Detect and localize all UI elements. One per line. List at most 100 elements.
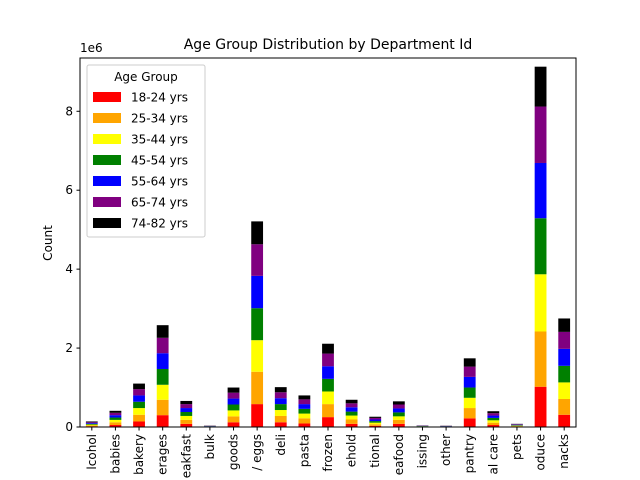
bar-segment-babies-65-74yrs xyxy=(109,412,122,416)
bar-segment-frozen-74-82yrs xyxy=(322,343,334,354)
legend-swatch xyxy=(93,176,121,186)
y-axis-offset-label: 1e6 xyxy=(80,41,103,55)
bar-segment-produce-65-74yrs xyxy=(534,106,547,163)
bar-segment-deli-55-64yrs xyxy=(274,398,287,405)
bar-segment-international-35-44yrs xyxy=(369,422,382,425)
bar-segment-personal-care-45-54yrs xyxy=(487,417,500,421)
bar-segment-canned-goods-55-64yrs xyxy=(227,398,240,405)
bar-segment-beverages-55-64yrs xyxy=(156,353,169,369)
bar-segment-dairy-eggs-25-34yrs xyxy=(251,371,264,405)
bar-segment-pantry-74-82yrs xyxy=(463,358,476,367)
bar-segment-household-65-74yrs xyxy=(345,403,358,408)
y-tick-label: 6 xyxy=(65,183,73,197)
bar-segment-pasta-25-34yrs xyxy=(298,418,311,424)
bar-segment-household-45-54yrs xyxy=(345,411,358,416)
bar-segment-seafood-35-44yrs xyxy=(392,416,405,420)
bar-segment-breakfast-55-64yrs xyxy=(180,408,193,413)
bar-segment-canned-goods-18-24yrs xyxy=(227,422,240,427)
x-axis: lcohol babies bakery erages eakfast bulk goods… xyxy=(85,427,571,478)
legend-entry-label: 74-82 yrs xyxy=(131,217,188,231)
x-tick-label: other xyxy=(439,434,453,466)
bar-segment-frozen-55-64yrs xyxy=(322,366,334,379)
x-tick-label: eakfast xyxy=(179,434,193,479)
bar-segment-seafood-45-54yrs xyxy=(392,412,405,417)
bar-segment-beverages-65-74yrs xyxy=(156,337,169,354)
bar-segment-personal-care-25-34yrs xyxy=(487,422,500,426)
legend-swatch xyxy=(93,218,121,228)
legend-entry-label: 55-64 yrs xyxy=(131,175,188,189)
bar-segment-pasta-18-24yrs xyxy=(298,423,311,427)
bar-segment-frozen-35-44yrs xyxy=(322,391,334,405)
x-tick-label: ehold xyxy=(345,434,359,467)
bar-segment-frozen-65-74yrs xyxy=(322,353,334,367)
plot-frame xyxy=(79,57,577,428)
bar-segment-personal-care-18-24yrs xyxy=(487,425,500,427)
bar-segment-produce-25-34yrs xyxy=(534,331,547,387)
bar-segment-dairy-eggs-65-74yrs xyxy=(251,244,264,276)
x-tick-label: bakery xyxy=(132,434,146,475)
bar-segment-deli-25-34yrs xyxy=(274,415,287,423)
x-tick-label: bulk xyxy=(203,434,217,460)
bar-segment-bakery-25-34yrs xyxy=(133,414,145,422)
bar-segment-seafood-18-24yrs xyxy=(392,423,405,427)
y-axis: 0 2 4 6 8 xyxy=(65,104,80,434)
bar-segment-pasta-74-82yrs xyxy=(298,395,311,400)
legend-entry-label: 25-34 yrs xyxy=(131,112,188,126)
y-tick-label: 8 xyxy=(65,104,73,118)
bar-segment-pasta-55-64yrs xyxy=(298,404,311,409)
bar-segment-alcohol-25-34yrs xyxy=(85,425,98,427)
bar-segment-canned-goods-74-82yrs xyxy=(227,387,240,393)
bar-segment-frozen-18-24yrs xyxy=(322,417,334,427)
bar-segment-produce-35-44yrs xyxy=(534,274,547,332)
bar-segment-deli-35-44yrs xyxy=(274,410,287,416)
bar-segment-personal-care-35-44yrs xyxy=(487,420,500,423)
bar-segment-breakfast-74-82yrs xyxy=(180,400,193,405)
legend-title: Age Group xyxy=(114,70,178,84)
legend-box xyxy=(86,64,206,238)
x-tick-label: / eggs xyxy=(250,434,264,471)
bar-segment-household-74-82yrs xyxy=(345,399,358,404)
bar-segment-beverages-74-82yrs xyxy=(156,325,169,338)
bar-segment-babies-35-44yrs xyxy=(109,419,122,423)
bar-segment-personal-care-55-64yrs xyxy=(487,415,500,418)
legend-swatch xyxy=(93,113,121,123)
bar-segment-canned-goods-45-54yrs xyxy=(227,404,240,411)
bar-segment-dairy-eggs-55-64yrs xyxy=(251,275,264,309)
bar-segment-alcohol-45-54yrs xyxy=(85,423,98,425)
bar-segment-alcohol-65-74yrs xyxy=(85,422,98,424)
x-tick-label: erages xyxy=(156,434,170,475)
bar-segment-babies-45-54yrs xyxy=(109,417,122,420)
bar-segment-pantry-45-54yrs xyxy=(463,387,476,398)
bar-segment-snacks-18-24yrs xyxy=(558,414,571,427)
bar-segment-deli-18-24yrs xyxy=(274,422,287,427)
bar-segment-pasta-35-44yrs xyxy=(298,413,311,419)
legend: Age Group 18-24 yrs 25-34 yrs 35-44 yrs 45-5… xyxy=(86,64,206,238)
bar-segment-pasta-45-54yrs xyxy=(298,408,311,414)
x-tick-label: pantry xyxy=(463,434,477,473)
bar-segment-pantry-25-34yrs xyxy=(463,408,476,419)
bar-segment-breakfast-18-24yrs xyxy=(180,423,193,427)
bar-segment-seafood-25-34yrs xyxy=(392,419,405,424)
bar-segment-pantry-55-64yrs xyxy=(463,376,476,388)
bar-segment-bakery-55-64yrs xyxy=(133,395,145,402)
bar-segment-breakfast-65-74yrs xyxy=(180,404,193,409)
bar-segment-produce-55-64yrs xyxy=(534,162,547,219)
bar-segment-personal-care-74-82yrs xyxy=(487,411,500,414)
bar-segment-pasta-65-74yrs xyxy=(298,399,311,405)
bar-segment-canned-goods-65-74yrs xyxy=(227,392,240,399)
bar-segment-snacks-25-34yrs xyxy=(558,398,571,415)
bar-segment-canned-goods-35-44yrs xyxy=(227,410,240,417)
x-tick-label: pets xyxy=(510,434,524,460)
x-tick-label: issing xyxy=(415,434,429,468)
bar-segment-international-25-34yrs xyxy=(369,424,382,426)
bar-segment-produce-74-82yrs xyxy=(534,66,547,107)
y-axis-title: Count xyxy=(41,225,55,261)
bar-segment-dairy-eggs-35-44yrs xyxy=(251,340,264,372)
bar-segment-seafood-74-82yrs xyxy=(392,401,405,405)
legend-entry-label: 65-74 yrs xyxy=(131,196,188,210)
bar-segment-breakfast-45-54yrs xyxy=(180,412,193,416)
bar-segment-babies-74-82yrs xyxy=(109,410,122,413)
bar-segment-bakery-65-74yrs xyxy=(133,389,145,396)
x-tick-label: eafood xyxy=(392,434,406,475)
